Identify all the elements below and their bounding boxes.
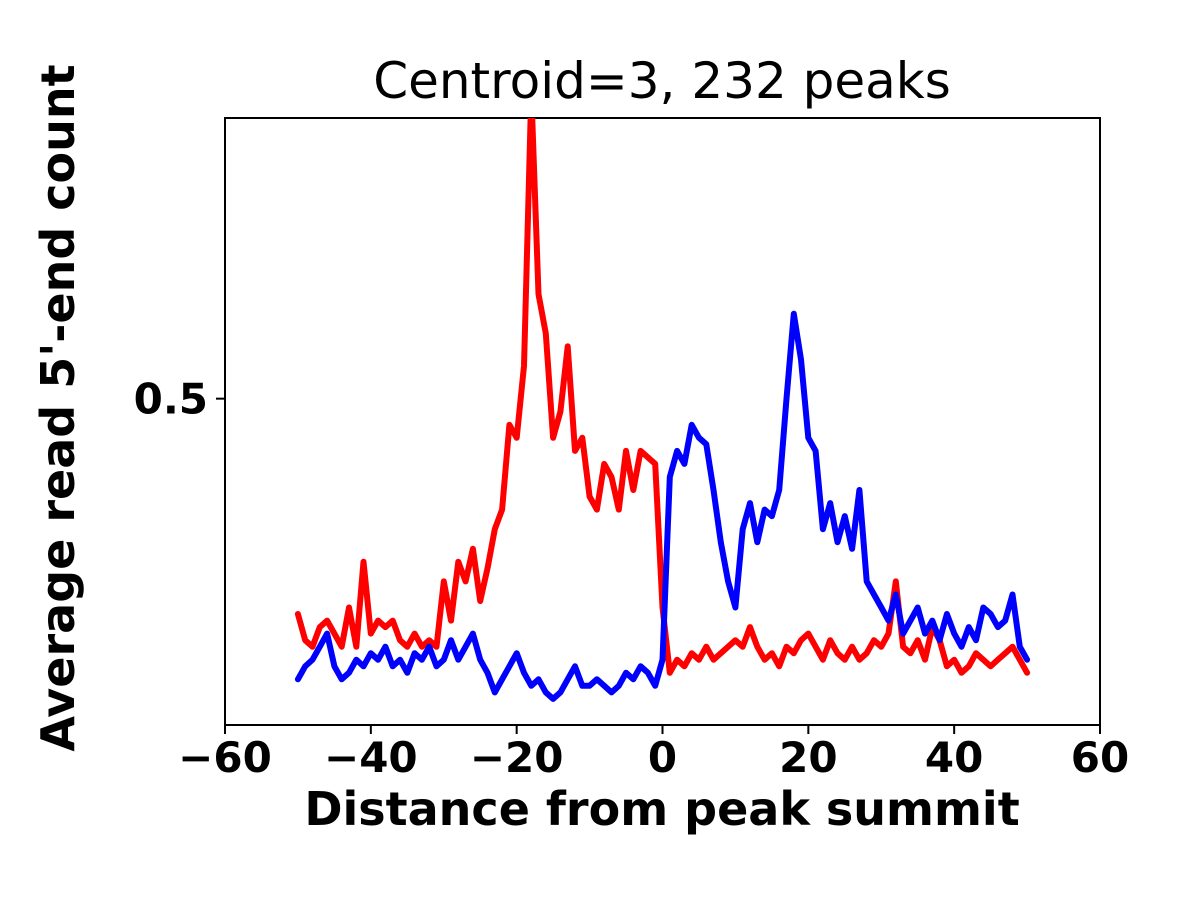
chart-title: Centroid=3, 232 peaks [373,52,951,110]
x-axis-label: Distance from peak summit [304,782,1020,836]
x-tick-label: 0 [647,733,678,782]
x-tick-label: 60 [1070,733,1130,782]
x-tick-label: 20 [779,733,838,782]
x-tick-label: 40 [924,733,984,782]
y-tick-label: 0.5 [133,374,208,424]
x-tick-label: −40 [324,733,418,782]
blue-series-line [294,310,1031,702]
x-tick-label: −60 [178,733,272,782]
x-tick-label: −20 [469,733,564,782]
